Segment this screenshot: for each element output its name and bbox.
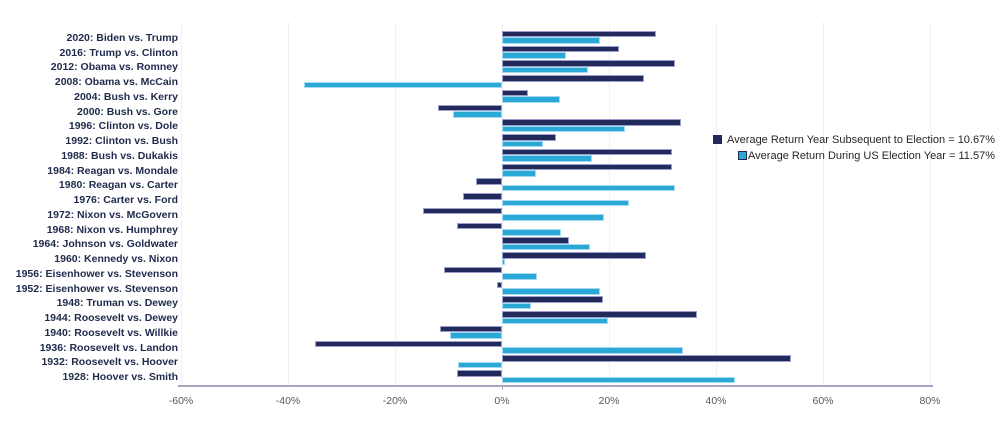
category-label-1960: 1960: Kennedy vs. Nixon <box>54 253 178 266</box>
bar-election-1956 <box>502 273 538 280</box>
category-label-1944: 1944: Roosevelt vs. Dewey <box>44 312 178 325</box>
category-label-2020: 2020: Biden vs. Trump <box>66 31 178 44</box>
bar-election-1932 <box>458 361 502 369</box>
gridline-80% <box>930 22 931 386</box>
bar-subsequent-1936 <box>314 340 502 348</box>
x-tick-label-0%: 0% <box>494 395 510 407</box>
gridline--20% <box>395 22 396 386</box>
category-label-1976: 1976: Carter vs. Ford <box>73 194 178 207</box>
bar-election-2012 <box>502 66 588 74</box>
bar-election-1996 <box>502 125 626 133</box>
bar-subsequent-1976 <box>463 193 502 200</box>
gridline--40% <box>288 22 289 386</box>
category-label-1928: 1928: Hoover vs. Smith <box>62 371 178 384</box>
bar-election-1952 <box>502 288 601 295</box>
bar-election-1940 <box>449 332 502 339</box>
bar-subsequent-1968 <box>456 222 502 230</box>
legend: Average Return Year Subsequent to Electi… <box>713 133 995 164</box>
category-label-1932: 1932: Roosevelt vs. Hoover <box>41 356 178 369</box>
category-label-1968: 1968: Nixon vs. Humphrey <box>46 223 178 236</box>
category-label-1936: 1936: Roosevelt vs. Landon <box>39 341 178 354</box>
bar-election-1984 <box>502 170 536 177</box>
category-label-1948: 1948: Truman vs. Dewey <box>56 297 178 310</box>
category-label-1992: 1992: Clinton vs. Bush <box>65 135 178 148</box>
bar-election-1988 <box>502 155 592 162</box>
x-tick-label--60%: -60% <box>168 395 194 407</box>
bar-subsequent-1956 <box>444 266 502 274</box>
category-label-1956: 1956: Eisenhower vs. Stevenson <box>15 267 178 280</box>
bar-election-1972 <box>502 214 604 221</box>
bar-election-1964 <box>502 243 591 251</box>
bar-subsequent-1948 <box>502 296 603 303</box>
bar-subsequent-1944 <box>502 311 697 318</box>
bar-subsequent-1940 <box>439 325 502 333</box>
bar-subsequent-1960 <box>502 252 646 259</box>
gridline--60% <box>181 22 182 386</box>
legend-item-subsequent-year: Average Return Year Subsequent to Electi… <box>713 133 995 149</box>
bar-election-2004 <box>502 96 561 103</box>
category-label-1996: 1996: Clinton vs. Dole <box>68 120 178 133</box>
bar-subsequent-1984 <box>502 163 672 171</box>
bar-subsequent-1992 <box>502 134 557 141</box>
bar-subsequent-2000 <box>438 104 502 112</box>
bar-subsequent-2012 <box>502 60 676 67</box>
gridline-40% <box>716 22 717 386</box>
x-tick-label--20%: -20% <box>382 395 408 407</box>
x-tick-label-40%: 40% <box>705 395 727 407</box>
x-axis-line <box>178 384 933 387</box>
category-label-2012: 2012: Obama vs. Romney <box>50 61 178 74</box>
legend-marker-subsequent-year-icon <box>713 135 723 144</box>
bar-election-1944 <box>502 317 608 325</box>
category-label-2008: 2008: Obama vs. McCain <box>54 76 178 89</box>
bar-election-1992 <box>502 140 543 148</box>
gridline-60% <box>823 22 824 386</box>
bar-subsequent-2004 <box>502 89 529 97</box>
bar-election-1980 <box>502 184 676 192</box>
bar-election-1928 <box>502 376 736 384</box>
category-label-1964: 1964: Johnson vs. Goldwater <box>32 238 178 251</box>
category-label-2016: 2016: Trump vs. Clinton <box>59 46 178 59</box>
category-label-1980: 1980: Reagan vs. Carter <box>58 179 178 192</box>
legend-item-election-year: Average Return During US Election Year =… <box>713 149 995 165</box>
value-axis: -60% -40% -20% 0% 20% 40% 60% 80% <box>0 394 1000 410</box>
bar-election-2020 <box>502 37 601 44</box>
legend-label-election-year: Average Return During US Election Year =… <box>748 149 995 162</box>
bar-subsequent-2020 <box>502 30 656 38</box>
category-label-1984: 1984: Reagan vs. Mondale <box>47 164 178 177</box>
bar-election-2016 <box>502 52 567 59</box>
x-tick-label-20%: 20% <box>598 395 620 407</box>
x-tick-label-80%: 80% <box>919 395 941 407</box>
category-label-1988: 1988: Bush vs. Dukakis <box>61 149 178 162</box>
bar-subsequent-1980 <box>475 178 502 185</box>
bar-subsequent-1972 <box>423 207 502 215</box>
category-label-1972: 1972: Nixon vs. McGovern <box>47 208 178 221</box>
bar-election-1976 <box>502 199 630 207</box>
bar-subsequent-1932 <box>502 355 791 362</box>
legend-label-subsequent-year: Average Return Year Subsequent to Electi… <box>727 134 995 146</box>
category-label-2000: 2000: Bush vs. Gore <box>77 105 178 118</box>
category-label-2004: 2004: Bush vs. Kerry <box>74 90 178 103</box>
zero-axis-tick <box>502 386 503 390</box>
bar-subsequent-1996 <box>502 119 681 126</box>
category-label-1940: 1940: Roosevelt vs. Willkie <box>44 326 178 339</box>
category-label-1952: 1952: Eisenhower vs. Stevenson <box>15 282 178 295</box>
legend-marker-election-year-icon <box>738 150 748 160</box>
bar-election-1936 <box>502 347 684 354</box>
bar-election-1960 <box>502 258 505 266</box>
bar-subsequent-1952 <box>496 281 502 289</box>
bar-election-2008 <box>304 81 502 89</box>
bar-subsequent-2008 <box>502 75 644 82</box>
x-tick-label-60%: 60% <box>812 395 834 407</box>
bar-subsequent-1964 <box>502 237 569 244</box>
bar-subsequent-2016 <box>502 45 619 53</box>
bar-election-2000 <box>453 111 502 118</box>
bar-election-1948 <box>502 302 532 310</box>
plot-area <box>178 22 933 390</box>
bar-subsequent-1988 <box>502 148 672 156</box>
bar-subsequent-1928 <box>457 370 502 377</box>
x-tick-label--40%: -40% <box>275 395 301 407</box>
bar-election-1968 <box>502 229 562 236</box>
category-axis: 2020: Biden vs. Trump 2016: Trump vs. Cli… <box>0 0 178 435</box>
